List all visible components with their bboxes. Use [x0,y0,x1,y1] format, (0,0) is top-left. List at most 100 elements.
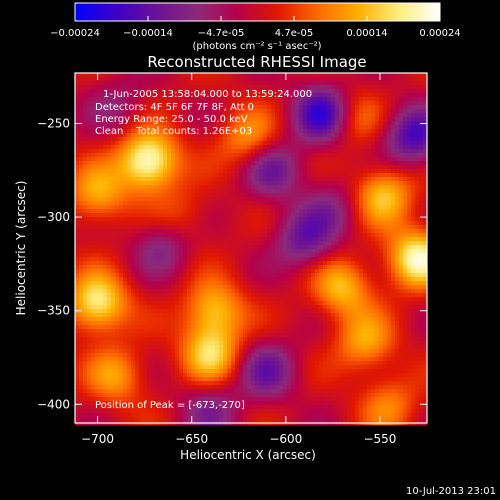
heatmap-cell [399,153,404,158]
heatmap-cell [159,93,164,98]
heatmap-cell [199,225,204,230]
heatmap-cell [231,253,236,258]
heatmap-cell [251,293,256,298]
heatmap-cell [419,109,424,114]
heatmap-cell [151,177,156,182]
heatmap-cell [339,185,344,190]
heatmap-cell [335,121,340,126]
heatmap-cell [399,193,404,198]
heatmap-cell [319,177,324,182]
heatmap-cell [279,97,284,102]
heatmap-cell [175,197,180,202]
heatmap-cell [383,89,388,94]
heatmap-cell [155,113,160,118]
heatmap-cell [367,101,372,106]
heatmap-cell [187,213,192,218]
heatmap-cell [155,181,160,186]
heatmap-cell [315,229,320,234]
heatmap-cell [299,269,304,274]
heatmap-cell [151,141,156,146]
heatmap-cell [291,85,296,90]
heatmap-cell [335,209,340,214]
heatmap-cell [127,221,132,226]
heatmap-cell [131,221,136,226]
heatmap-cell [75,173,80,178]
heatmap-cell [83,217,88,222]
heatmap-cell [343,205,348,210]
heatmap-cell [191,77,196,82]
heatmap-cell [399,205,404,210]
heatmap-cell [351,101,356,106]
heatmap-cell [351,97,356,102]
heatmap-cell [127,237,132,242]
heatmap-cell [383,105,388,110]
heatmap-cell [183,285,188,290]
heatmap-cell [379,277,384,282]
heatmap-cell [135,89,140,94]
heatmap-cell [287,93,292,98]
heatmap-cell [327,81,332,86]
heatmap-cell [363,185,368,190]
heatmap-cell [103,173,108,178]
heatmap-cell [311,193,316,198]
heatmap-cell [347,273,352,278]
heatmap-cell [303,249,308,254]
heatmap-cell [199,117,204,122]
heatmap-cell [307,265,312,270]
heatmap-cell [151,197,156,202]
heatmap-cell [251,273,256,278]
heatmap-cell [139,105,144,110]
heatmap-cell [323,209,328,214]
heatmap-cell [191,221,196,226]
heatmap-cell [195,85,200,90]
heatmap-cell [191,157,196,162]
heatmap-cell [135,293,140,298]
heatmap-cell [323,105,328,110]
heatmap-cell [319,117,324,122]
heatmap-cell [83,109,88,114]
heatmap-cell [359,269,364,274]
heatmap-cell [275,165,280,170]
heatmap-cell [131,281,136,286]
heatmap-cell [231,261,236,266]
heatmap-cell [403,117,408,122]
heatmap-cell [367,209,372,214]
heatmap-cell [363,289,368,294]
heatmap-cell [111,221,116,226]
heatmap-cell [327,273,332,278]
heatmap-cell [79,297,84,302]
heatmap-cell [151,261,156,266]
heatmap-cell [79,281,84,286]
heatmap-cell [87,129,92,134]
heatmap-cell [295,157,300,162]
heatmap-cell [399,245,404,250]
heatmap-cell [103,97,108,102]
heatmap-cell [315,237,320,242]
heatmap-cell [275,273,280,278]
heatmap-cell [339,133,344,138]
heatmap-cell [183,297,188,302]
heatmap-cell [151,241,156,246]
heatmap-cell [175,109,180,114]
heatmap-cell [83,285,88,290]
heatmap-cell [195,165,200,170]
heatmap-cell [259,169,264,174]
heatmap-cell [327,157,332,162]
heatmap-cell [291,277,296,282]
heatmap-cell [215,225,220,230]
heatmap-cell [291,241,296,246]
heatmap-cell [255,265,260,270]
heatmap-cell [391,121,396,126]
heatmap-cell [423,97,428,102]
heatmap-cell [255,161,260,166]
heatmap-cell [399,109,404,114]
heatmap-cell [403,261,408,266]
heatmap-cell [95,213,100,218]
heatmap-cell [151,257,156,262]
heatmap-cell [183,241,188,246]
heatmap-cell [195,93,200,98]
heatmap-cell [95,229,100,234]
heatmap-cell [363,209,368,214]
heatmap-cell [291,289,296,294]
heatmap-cell [139,297,144,302]
